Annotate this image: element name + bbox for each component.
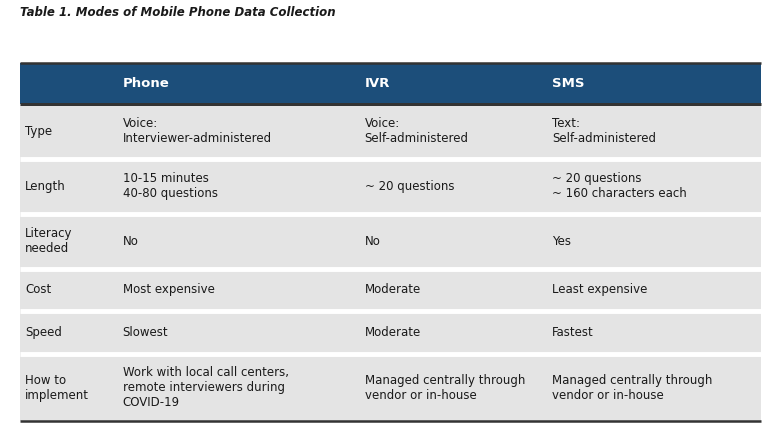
- Text: Yes: Yes: [552, 235, 571, 248]
- Bar: [20, 63, 761, 104]
- Text: Text:
Self-administered: Text: Self-administered: [552, 117, 656, 145]
- Text: Voice:
Self-administered: Voice: Self-administered: [365, 117, 469, 145]
- Bar: [20, 354, 761, 421]
- Text: Work with local call centers,
remote interviewers during
COVID-19: Work with local call centers, remote int…: [123, 366, 289, 409]
- Bar: [20, 213, 761, 269]
- Text: ~ 20 questions: ~ 20 questions: [365, 180, 455, 193]
- Text: Literacy
needed: Literacy needed: [25, 227, 73, 255]
- Text: Managed centrally through
vendor or in-house: Managed centrally through vendor or in-h…: [365, 374, 525, 402]
- Text: SMS: SMS: [552, 76, 585, 90]
- Text: Speed: Speed: [25, 326, 62, 339]
- Text: Phone: Phone: [123, 76, 169, 90]
- Bar: [20, 311, 761, 354]
- Text: Length: Length: [25, 180, 66, 193]
- Text: Managed centrally through
vendor or in-house: Managed centrally through vendor or in-h…: [552, 374, 712, 402]
- Text: ~ 20 questions
~ 160 characters each: ~ 20 questions ~ 160 characters each: [552, 172, 687, 200]
- Text: Most expensive: Most expensive: [123, 283, 215, 296]
- Text: No: No: [123, 235, 138, 248]
- Text: How to
implement: How to implement: [25, 374, 89, 402]
- Text: Type: Type: [25, 125, 52, 138]
- Bar: [20, 104, 761, 159]
- Text: Table 1. Modes of Mobile Phone Data Collection: Table 1. Modes of Mobile Phone Data Coll…: [20, 6, 335, 19]
- Text: Moderate: Moderate: [365, 283, 421, 296]
- Text: No: No: [365, 235, 380, 248]
- Text: Least expensive: Least expensive: [552, 283, 647, 296]
- Text: IVR: IVR: [365, 76, 390, 90]
- Text: 10-15 minutes
40-80 questions: 10-15 minutes 40-80 questions: [123, 172, 218, 200]
- Text: Slowest: Slowest: [123, 326, 168, 339]
- Bar: [20, 159, 761, 213]
- Bar: [20, 269, 761, 311]
- Text: Voice:
Interviewer-administered: Voice: Interviewer-administered: [123, 117, 272, 145]
- Text: Moderate: Moderate: [365, 326, 421, 339]
- Text: Cost: Cost: [25, 283, 52, 296]
- Text: Fastest: Fastest: [552, 326, 594, 339]
